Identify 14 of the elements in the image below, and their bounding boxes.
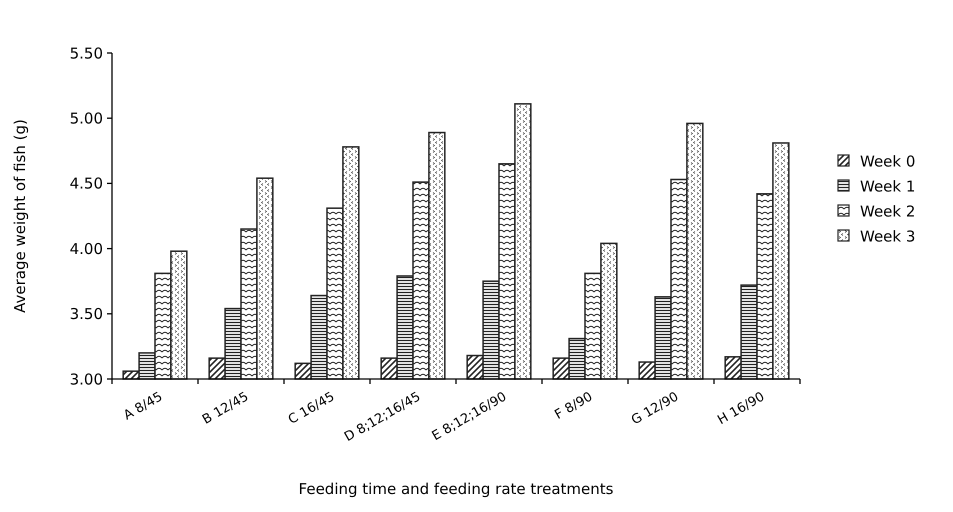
legend-label: Week 0 (860, 152, 916, 170)
legend-label: Week 1 (860, 177, 916, 196)
legend-label: Week 2 (860, 202, 916, 220)
y-tick-label: 3.50 (70, 305, 103, 324)
x-axis-title: Feeding time and feeding rate treatments (298, 480, 614, 498)
y-tick-label: 4.50 (70, 174, 103, 193)
y-tick-label: 4.00 (70, 240, 103, 258)
y-axis-title: Average weight of fish (g) (11, 119, 29, 313)
y-tick-label: 5.50 (70, 44, 103, 62)
y-tick-label: 5.00 (70, 109, 103, 128)
x-tick-label: A 8/45 (121, 389, 166, 424)
x-tick-label: F 8/90 (552, 389, 596, 423)
legend-label: Week 3 (860, 227, 916, 246)
y-tick-label: 3.00 (70, 370, 103, 388)
